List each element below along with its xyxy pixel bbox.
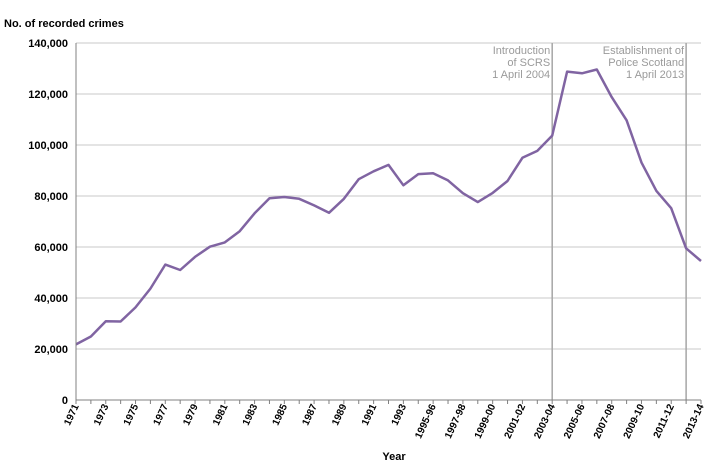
x-tick-label: 2001-02: [503, 402, 529, 440]
x-axis-title: Year: [382, 451, 406, 463]
x-tick-label: 1985: [271, 402, 291, 427]
y-tick-label: 100,000: [28, 140, 68, 152]
series-line: [75, 68, 702, 346]
gridlines: [76, 42, 701, 350]
y-tick-label: 20,000: [34, 344, 68, 356]
x-tick-label: 1975: [122, 402, 142, 427]
x-tick-label: 1999-00: [473, 402, 499, 440]
x-tick-label: 1995-96: [413, 402, 439, 440]
y-axis-title: No. of recorded crimes: [4, 18, 124, 30]
x-axis-ticks: 1971 1973 1975 1977 1979 1981 1983 1985 1987 1989…: [62, 400, 707, 441]
x-tick-label: 1993: [390, 402, 410, 427]
annotation-line: Introduction: [493, 45, 550, 57]
y-tick-label: 0: [62, 395, 68, 407]
y-tick-label: 140,000: [28, 38, 68, 50]
annotation-line: 1 April 2004: [492, 69, 550, 81]
x-tick-label: 1997-98: [443, 402, 469, 440]
y-tick-label: 60,000: [34, 242, 68, 254]
x-tick-label: 2005-06: [562, 402, 588, 440]
y-axis-ticks: 0 20,000 40,000 60,000 80,000 100,000 120,000 1…: [28, 38, 68, 407]
x-tick-label: 1983: [241, 402, 261, 427]
x-tick-label: 1981: [211, 402, 231, 427]
x-tick-label: 1973: [92, 402, 112, 427]
x-tick-label: 1987: [300, 402, 320, 427]
y-tick-label: 40,000: [34, 293, 68, 305]
annotation-line: 1 April 2013: [626, 69, 684, 81]
y-tick-label: 120,000: [28, 89, 68, 101]
x-tick-label: 2003-04: [532, 402, 558, 440]
x-tick-label: 2007-08: [592, 402, 618, 440]
axes: [75, 43, 701, 401]
annotation-line: Police Scotland: [608, 57, 684, 69]
x-tick-label: 1977: [152, 402, 172, 427]
annotation-line: of SCRS: [507, 57, 550, 69]
series: [75, 68, 702, 346]
x-tick-label: 2011-12: [652, 402, 677, 440]
x-tick-label: 2009-10: [622, 402, 648, 440]
y-tick-label: 80,000: [34, 191, 68, 203]
x-tick-label: 1979: [181, 402, 201, 427]
annotation-line: Establishment of: [603, 45, 685, 57]
x-tick-label: 1991: [360, 402, 380, 427]
x-tick-label: 1989: [330, 402, 350, 427]
x-tick-label: 2013-14: [681, 402, 707, 440]
